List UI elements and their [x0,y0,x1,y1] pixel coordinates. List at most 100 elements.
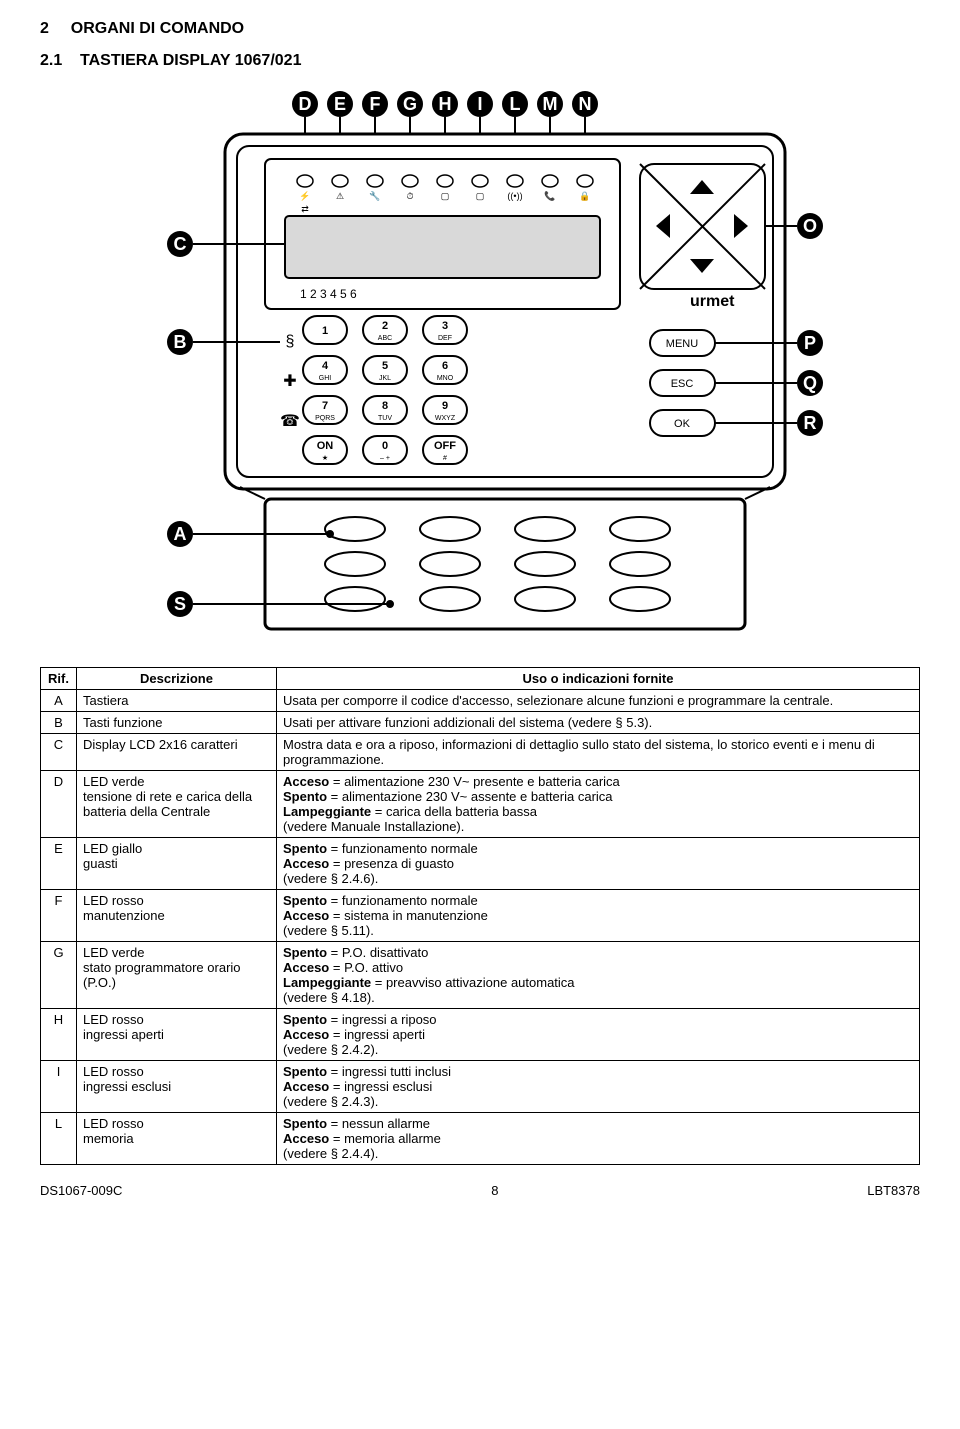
cell-desc: Tasti funzione [77,712,277,734]
nav-pad[interactable] [640,164,765,289]
svg-text:ON: ON [317,440,334,452]
svg-text:TUV: TUV [378,415,392,422]
footer-right: LBT8378 [867,1183,920,1198]
section-header: 2 ORGANI DI COMANDO [40,20,920,38]
cell-uso: Spento = funzionamento normaleAcceso = s… [277,890,920,942]
keypad-svg: D E F G H I L M N ⚡ ⚠ 🔧 ⏱ ▢ ▢ ((•)) 📞 🔒 ⇄ 1 2 … [130,84,830,644]
cell-uso: Mostra data e ora a riposo, informazioni… [277,734,920,771]
cell-desc: LED gialloguasti [77,838,277,890]
table-row: GLED verdestato programmatore orario (P.… [41,942,920,1009]
svg-text:WXYZ: WXYZ [435,415,456,422]
cell-desc: Tastiera [77,690,277,712]
svg-text:GHI: GHI [319,375,332,382]
svg-text:⚠: ⚠ [336,191,344,201]
svg-text:▢: ▢ [441,191,450,201]
th-uso: Uso o indicazioni fornite [277,668,920,690]
table-row: CDisplay LCD 2x16 caratteriMostra data e… [41,734,920,771]
table-body: ATastieraUsata per comporre il codice d'… [41,690,920,1165]
svg-text:PQRS: PQRS [315,415,335,422]
subsection-number: 2.1 [40,52,62,69]
cell-rif: B [41,712,77,734]
svg-text:((•)): ((•)) [507,191,522,201]
svg-text:E: E [334,94,346,114]
subsection-header: 2.1 TASTIERA DISPLAY 1067/021 [40,52,920,70]
svg-text:⏱: ⏱ [406,191,413,201]
table-row: LLED rossomemoriaSpento = nessun allarme… [41,1113,920,1165]
cell-rif: C [41,734,77,771]
table-row: HLED rossoingressi apertiSpento = ingres… [41,1009,920,1061]
svg-text:5: 5 [382,360,388,372]
cell-uso: Spento = nessun allarmeAcceso = memoria … [277,1113,920,1165]
svg-text:⚡: ⚡ [299,190,310,202]
table-row: ELED gialloguastiSpento = funzionamento … [41,838,920,890]
svg-text:OK: OK [674,418,691,430]
keypad-digits-text: 1 2 3 4 5 6 [300,287,357,301]
cell-uso: Usata per comporre il codice d'accesso, … [277,690,920,712]
reference-table: Rif. Descrizione Uso o indicazioni forni… [40,667,920,1165]
cell-uso: Spento = funzionamento normaleAcceso = p… [277,838,920,890]
subsection-title: TASTIERA DISPLAY 1067/021 [80,52,301,69]
svg-text:🔒: 🔒 [579,191,590,201]
cell-desc: LED rossomemoria [77,1113,277,1165]
svg-text:O: O [803,216,817,236]
table-row: BTasti funzioneUsati per attivare funzio… [41,712,920,734]
svg-text:H: H [439,94,452,114]
table-row: ATastieraUsata per comporre il codice d'… [41,690,920,712]
svg-text:F: F [370,94,381,114]
footer-center: 8 [491,1183,498,1198]
svg-text:§: § [286,333,295,350]
table-row: ILED rossoingressi esclusiSpento = ingre… [41,1061,920,1113]
keypad-diagram: D E F G H I L M N ⚡ ⚠ 🔧 ⏱ ▢ ▢ ((•)) 📞 🔒 ⇄ 1 2 … [40,84,920,647]
cell-rif: E [41,838,77,890]
svg-text:DEF: DEF [438,335,452,342]
cell-uso: Usati per attivare funzioni addizionali … [277,712,920,734]
svg-text:M: M [543,94,558,114]
svg-text:G: G [403,94,417,114]
svg-text:🔧: 🔧 [369,190,380,201]
th-rif: Rif. [41,668,77,690]
svg-text:7: 7 [322,400,328,412]
svg-text:8: 8 [382,400,388,412]
footer-left: DS1067-009C [40,1183,122,1198]
table-row: DLED verdetensione di rete e carica dell… [41,771,920,838]
svg-text:☎: ☎ [280,413,300,430]
svg-text:N: N [579,94,592,114]
svg-text:L: L [510,94,521,114]
cell-rif: H [41,1009,77,1061]
svg-text:#: # [443,455,447,462]
cell-rif: G [41,942,77,1009]
cell-desc: LED rossoingressi aperti [77,1009,277,1061]
cell-rif: F [41,890,77,942]
svg-text:C: C [174,234,187,254]
svg-text:2: 2 [382,320,388,332]
th-desc: Descrizione [77,668,277,690]
svg-text:★: ★ [322,454,328,462]
svg-text:3: 3 [442,320,448,332]
svg-text:R: R [804,413,817,433]
svg-text:6: 6 [442,360,448,372]
cell-rif: I [41,1061,77,1113]
svg-text:– +: – + [380,455,390,462]
section-number: 2 [40,20,49,37]
svg-text:📞: 📞 [544,190,556,201]
cell-desc: LED rossoingressi esclusi [77,1061,277,1113]
cell-rif: A [41,690,77,712]
svg-text:⇄: ⇄ [301,204,309,214]
svg-text:D: D [299,94,312,114]
cell-uso: Spento = ingressi tutti inclusiAcceso = … [277,1061,920,1113]
cell-desc: LED rossomanutenzione [77,890,277,942]
svg-text:P: P [804,333,816,353]
svg-text:I: I [477,94,482,114]
svg-text:ABC: ABC [378,335,392,342]
cell-desc: Display LCD 2x16 caratteri [77,734,277,771]
svg-text:9: 9 [442,400,448,412]
svg-text:MNO: MNO [437,375,454,382]
page-footer: DS1067-009C 8 LBT8378 [40,1183,920,1198]
svg-text:MENU: MENU [666,338,698,350]
cell-uso: Acceso = alimentazione 230 V~ presente e… [277,771,920,838]
svg-text:JKL: JKL [379,375,391,382]
svg-text:4: 4 [322,360,329,372]
svg-text:ESC: ESC [671,378,694,390]
svg-text:▢: ▢ [476,191,485,201]
brand-text: urmet [690,293,735,310]
